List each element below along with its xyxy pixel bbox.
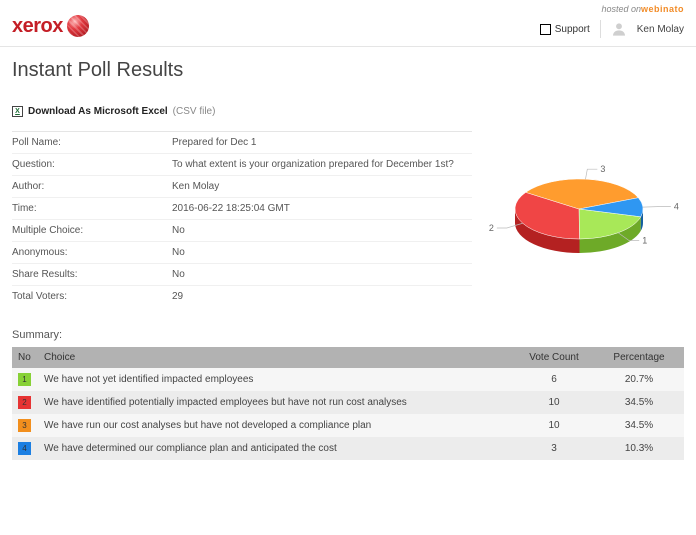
table-row: 1 We have not yet identified impacted emp… <box>12 368 684 391</box>
table-row: 4 We have determined our compliance plan … <box>12 437 684 460</box>
brand-logo-text: xerox <box>12 15 63 38</box>
table-row: 3 We have run our cost analyses but have … <box>12 414 684 437</box>
excel-file-icon: X <box>12 106 23 117</box>
meta-value: No <box>172 247 185 258</box>
support-label: Support <box>555 24 590 35</box>
brand-logo-ball-icon <box>67 15 89 37</box>
col-vote-count: Vote Count <box>514 347 594 368</box>
brand-logo: xerox <box>12 15 89 38</box>
svg-text:2: 2 <box>489 223 494 233</box>
choice-text: We have run our cost analyses but have n… <box>38 414 514 437</box>
meta-label: Total Voters: <box>12 291 172 302</box>
meta-label: Anonymous: <box>12 247 172 258</box>
download-excel-link[interactable]: Download As Microsoft Excel <box>28 106 168 117</box>
meta-row: Time:2016-06-22 18:25:04 GMT <box>12 198 472 220</box>
summary-table: No Choice Vote Count Percentage 1 We have… <box>12 347 684 460</box>
meta-row: Author:Ken Molay <box>12 176 472 198</box>
svg-text:1: 1 <box>642 236 647 246</box>
table-row: 2 We have identified potentially impacted… <box>12 391 684 414</box>
svg-text:4: 4 <box>674 202 679 212</box>
percentage: 34.5% <box>594 391 684 414</box>
svg-text:3: 3 <box>600 164 605 174</box>
meta-value: No <box>172 225 185 236</box>
percentage: 20.7% <box>594 368 684 391</box>
header-divider <box>600 20 601 38</box>
meta-value: Ken Molay <box>172 181 219 192</box>
meta-label: Multiple Choice: <box>12 225 172 236</box>
poll-meta-table: Poll Name:Prepared for Dec 1Question:To … <box>12 131 472 307</box>
username-label: Ken Molay <box>637 24 684 35</box>
vote-count: 10 <box>514 391 594 414</box>
download-hint: (CSV file) <box>173 106 216 117</box>
col-percentage: Percentage <box>594 347 684 368</box>
meta-row: Anonymous:No <box>12 242 472 264</box>
choice-text: We have determined our compliance plan a… <box>38 437 514 460</box>
percentage: 10.3% <box>594 437 684 460</box>
user-avatar-icon <box>611 21 627 37</box>
support-square-icon <box>540 24 551 35</box>
meta-value: 2016-06-22 18:25:04 GMT <box>172 203 290 214</box>
meta-label: Share Results: <box>12 269 172 280</box>
meta-row: Multiple Choice:No <box>12 220 472 242</box>
meta-row: Total Voters:29 <box>12 286 472 307</box>
vote-count: 3 <box>514 437 594 460</box>
col-choice: Choice <box>38 347 514 368</box>
meta-label: Question: <box>12 159 172 170</box>
choice-swatch: 1 <box>18 373 31 386</box>
meta-value: To what extent is your organization prep… <box>172 159 454 170</box>
meta-label: Author: <box>12 181 172 192</box>
hosted-on-label: hosted on <box>601 4 641 14</box>
page-title: Instant Poll Results <box>12 59 684 82</box>
poll-pie-chart: 1 2 3 4 <box>484 131 684 307</box>
meta-value: No <box>172 269 185 280</box>
choice-swatch: 4 <box>18 442 31 455</box>
meta-label: Poll Name: <box>12 137 172 148</box>
vote-count: 6 <box>514 368 594 391</box>
vote-count: 10 <box>514 414 594 437</box>
meta-row: Question:To what extent is your organiza… <box>12 154 472 176</box>
meta-row: Poll Name:Prepared for Dec 1 <box>12 132 472 154</box>
choice-swatch: 2 <box>18 396 31 409</box>
meta-value: 29 <box>172 291 183 302</box>
choice-text: We have not yet identified impacted empl… <box>38 368 514 391</box>
choice-text: We have identified potentially impacted … <box>38 391 514 414</box>
meta-value: Prepared for Dec 1 <box>172 137 257 148</box>
summary-heading: Summary: <box>12 329 684 341</box>
meta-label: Time: <box>12 203 172 214</box>
hosted-brand: webinato <box>641 4 684 14</box>
choice-swatch: 3 <box>18 419 31 432</box>
support-link[interactable]: Support <box>540 24 590 35</box>
meta-row: Share Results:No <box>12 264 472 286</box>
percentage: 34.5% <box>594 414 684 437</box>
col-no: No <box>12 347 38 368</box>
